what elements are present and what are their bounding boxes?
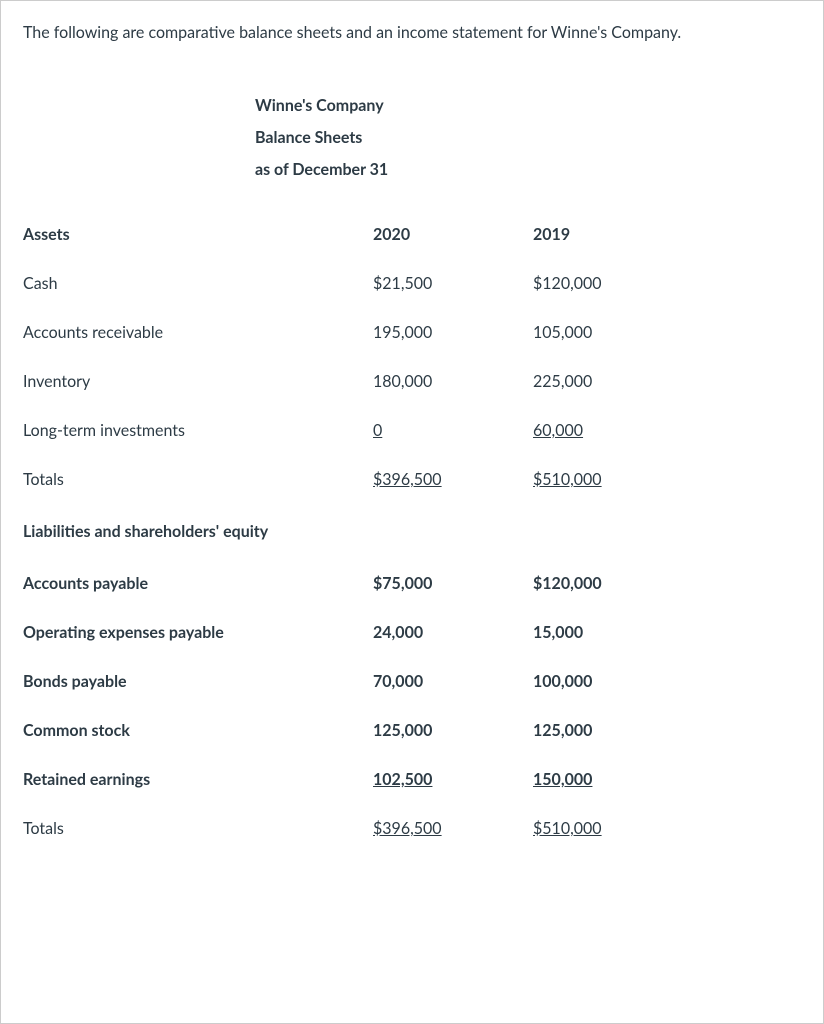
row-value-2020: $21,500: [373, 259, 533, 308]
row-value-2020: $75,000: [373, 559, 533, 608]
table-row: Accounts receivable195,000105,000: [23, 308, 801, 357]
row-value-2019: 225,000: [533, 357, 801, 406]
row-value-2020: 180,000: [373, 357, 533, 406]
row-value-2019: 60,000: [533, 406, 801, 455]
year-2019-heading: 2019: [533, 210, 801, 259]
row-value-2019: 125,000: [533, 706, 801, 755]
row-label: Inventory: [23, 357, 373, 406]
table-row: Totals$396,500$510,000: [23, 804, 801, 853]
row-value-2019: $510,000: [533, 804, 801, 853]
row-label: Accounts receivable: [23, 308, 373, 357]
row-label: Totals: [23, 455, 373, 504]
table-row: Common stock125,000125,000: [23, 706, 801, 755]
row-value-2020: 70,000: [373, 657, 533, 706]
table-row: Long-term investments060,000: [23, 406, 801, 455]
company-name: Winne's Company: [255, 90, 801, 122]
row-value-2020: $396,500: [373, 804, 533, 853]
table-row: Inventory180,000225,000: [23, 357, 801, 406]
table-row: Retained earnings102,500150,000: [23, 755, 801, 804]
intro-text: The following are comparative balance sh…: [23, 23, 801, 42]
liabilities-heading: Liabilities and shareholders' equity: [23, 504, 373, 559]
row-value-2020: $396,500: [373, 455, 533, 504]
row-value-2020: 195,000: [373, 308, 533, 357]
row-label: Retained earnings: [23, 755, 373, 804]
row-label: Common stock: [23, 706, 373, 755]
row-label: Long-term investments: [23, 406, 373, 455]
balance-sheet-table: Assets 2020 2019 Cash$21,500$120,000Acco…: [23, 210, 801, 853]
assets-heading: Assets: [23, 210, 373, 259]
row-value-2019: 105,000: [533, 308, 801, 357]
row-value-2020: 125,000: [373, 706, 533, 755]
statement-title: Balance Sheets: [255, 122, 801, 154]
row-value-2020: 102,500: [373, 755, 533, 804]
row-label: Operating expenses payable: [23, 608, 373, 657]
row-value-2020: 0: [373, 406, 533, 455]
table-row: Cash$21,500$120,000: [23, 259, 801, 308]
row-value-2020: 24,000: [373, 608, 533, 657]
row-value-2019: 150,000: [533, 755, 801, 804]
row-label: Accounts payable: [23, 559, 373, 608]
row-value-2019: $510,000: [533, 455, 801, 504]
table-row: Accounts payable$75,000$120,000: [23, 559, 801, 608]
table-row: Totals$396,500$510,000: [23, 455, 801, 504]
row-label: Cash: [23, 259, 373, 308]
row-label: Bonds payable: [23, 657, 373, 706]
table-row: Bonds payable70,000100,000: [23, 657, 801, 706]
column-header-row: Assets 2020 2019: [23, 210, 801, 259]
balance-sheet-header: Winne's Company Balance Sheets as of Dec…: [255, 90, 801, 186]
year-2020-heading: 2020: [373, 210, 533, 259]
table-row: Operating expenses payable24,00015,000: [23, 608, 801, 657]
statement-date: as of December 31: [255, 154, 801, 186]
row-value-2019: $120,000: [533, 259, 801, 308]
table-row: Liabilities and shareholders' equity: [23, 504, 801, 559]
row-value-2019: $120,000: [533, 559, 801, 608]
row-label: Totals: [23, 804, 373, 853]
row-value-2019: 15,000: [533, 608, 801, 657]
row-value-2019: 100,000: [533, 657, 801, 706]
